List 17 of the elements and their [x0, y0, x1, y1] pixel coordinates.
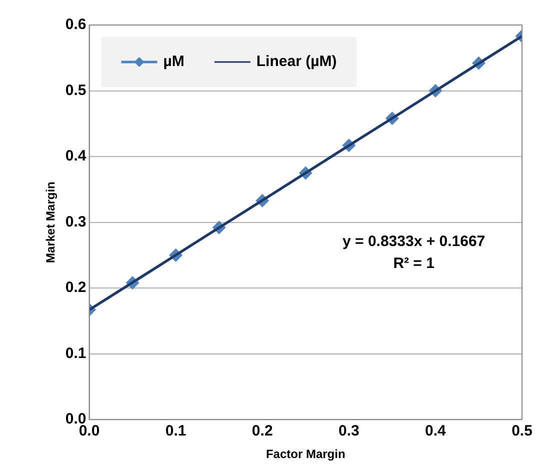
x-axis-title: Factor Margin — [266, 447, 346, 462]
legend-label: µM — [163, 53, 184, 70]
y-tick-label: 0.5 — [65, 82, 86, 99]
x-tick-label: 0.1 — [165, 422, 186, 440]
y-tick-label: 0.3 — [65, 213, 86, 230]
x-tick-label: 0.4 — [425, 422, 447, 440]
annotation: R² = 1 — [393, 255, 434, 272]
x-tick-label: 0.2 — [252, 422, 273, 440]
y-tick-label: 0.2 — [65, 279, 86, 296]
y-tick-label: 0.6 — [65, 16, 86, 34]
y-tick-label: 0.4 — [65, 148, 87, 165]
x-tick-label: 0.5 — [512, 422, 532, 440]
x-tick-label: 0.3 — [338, 422, 360, 440]
y-tick-label: 0.1 — [65, 344, 86, 362]
y-axis-title: Market Margin — [44, 182, 58, 263]
legend-label: Linear (µM) — [256, 53, 337, 70]
annotation: y = 0.8333x + 0.1667 — [342, 233, 486, 250]
